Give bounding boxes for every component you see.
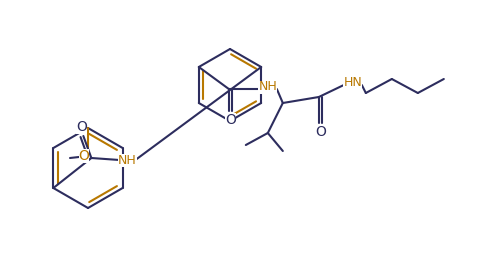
Text: HN: HN <box>343 76 362 89</box>
Text: O: O <box>225 113 236 127</box>
Text: NH: NH <box>258 81 277 93</box>
Text: O: O <box>76 120 87 134</box>
Text: O: O <box>315 125 326 139</box>
Text: NH: NH <box>118 153 136 167</box>
Text: O: O <box>78 149 89 163</box>
